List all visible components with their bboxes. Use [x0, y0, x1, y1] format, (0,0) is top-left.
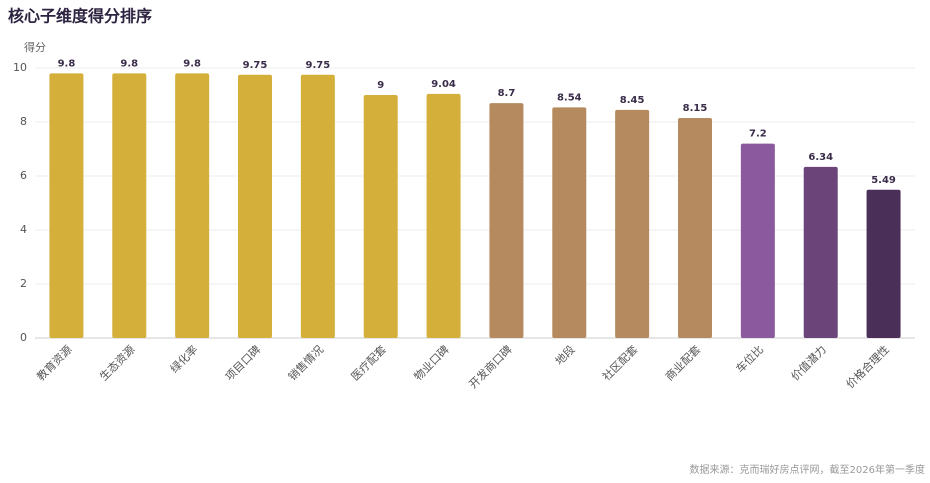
bar [49, 73, 84, 339]
bar [552, 107, 587, 338]
data-label: 9.8 [58, 58, 76, 69]
x-tick-label: 绿化率 [167, 342, 200, 375]
bar [426, 93, 461, 338]
x-tick-label: 商业配套 [662, 342, 703, 383]
x-tick-label: 销售情况 [285, 342, 326, 383]
y-tick-label: 10 [13, 61, 27, 74]
y-tick-label: 2 [20, 277, 27, 290]
data-label: 6.34 [808, 152, 833, 163]
bar [740, 143, 775, 338]
y-tick-label: 8 [20, 115, 27, 128]
chart-title: 核心子维度得分排序 [8, 7, 152, 26]
data-label: 8.54 [557, 92, 582, 103]
data-label: 8.15 [683, 103, 708, 114]
y-tick-label: 0 [20, 331, 27, 344]
x-tick-label: 项目口碑 [223, 343, 263, 383]
x-tick-label: 物业口碑 [411, 342, 452, 383]
bar [803, 166, 838, 338]
data-label: 9.8 [183, 58, 201, 69]
x-tick-label: 社区配套 [599, 342, 640, 383]
data-label: 9.75 [306, 60, 331, 71]
bar [300, 74, 335, 338]
data-label: 9.8 [120, 58, 138, 69]
data-label: 9.75 [243, 60, 268, 71]
y-tick-label: 4 [20, 223, 27, 236]
bar [363, 95, 398, 338]
data-label: 7.2 [749, 129, 767, 140]
x-tick-label: 价值潜力 [788, 342, 829, 383]
bar [112, 73, 147, 339]
bar [489, 103, 524, 338]
x-tick-label: 开发商口碑 [466, 342, 515, 391]
x-tick-label: 医疗配套 [348, 342, 389, 383]
x-tick-label: 价格合理性 [843, 342, 892, 391]
x-tick-label: 生态资源 [97, 342, 138, 383]
source-note: 数据来源：克而瑞好房点评网，截至2026年第一季度 [690, 463, 925, 476]
bar [238, 74, 272, 338]
data-label: 9 [377, 80, 384, 91]
data-label: 8.45 [620, 95, 645, 106]
data-label: 5.49 [871, 175, 896, 186]
data-label: 9.04 [431, 79, 456, 90]
bar [615, 109, 650, 338]
x-tick-label: 地段 [552, 342, 577, 367]
y-axis-label: 得分 [24, 41, 46, 54]
x-tick-label: 车位比 [733, 342, 766, 375]
x-tick-label: 教育资源 [34, 342, 75, 383]
bar [678, 117, 712, 338]
data-label: 8.7 [498, 88, 516, 99]
bar [175, 73, 210, 339]
y-tick-label: 6 [20, 169, 27, 182]
bar [866, 189, 901, 338]
